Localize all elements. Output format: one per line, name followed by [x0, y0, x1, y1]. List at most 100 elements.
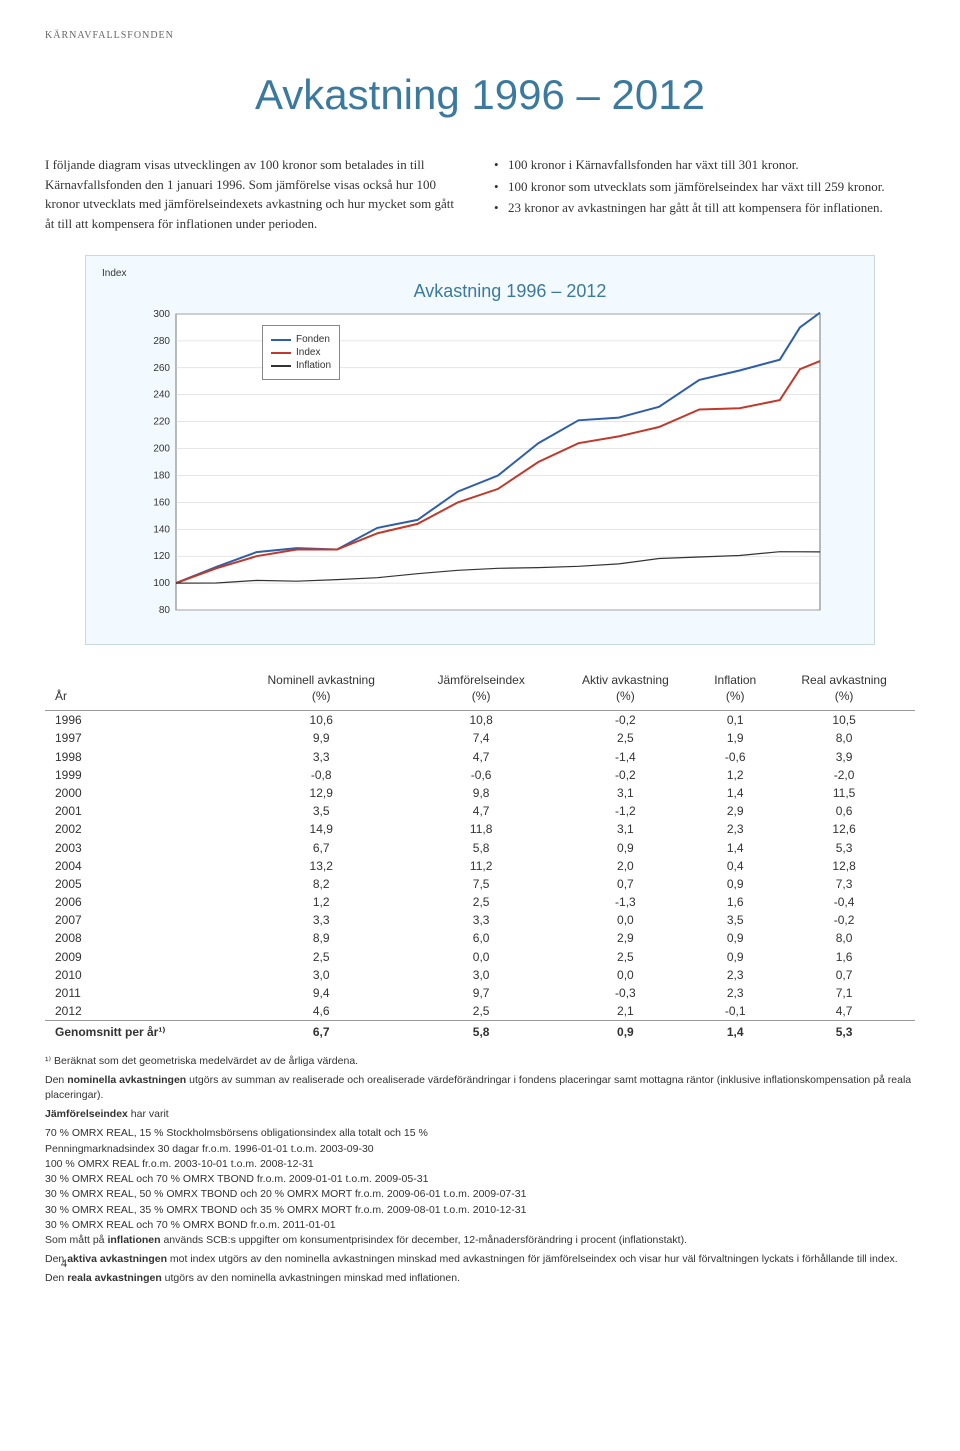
- table-cell: 1997: [45, 729, 234, 747]
- table-cell: 1998: [45, 748, 234, 766]
- table-cell: 2,5: [234, 948, 409, 966]
- table-cell: -2,0: [773, 766, 915, 784]
- table-cell: 2004: [45, 857, 234, 875]
- table-cell: 0,6: [773, 802, 915, 820]
- table-cell: 14,9: [234, 820, 409, 838]
- table-header: Aktiv avkastning(%): [554, 667, 698, 711]
- table-cell: 1999: [45, 766, 234, 784]
- table-cell: 12,9: [234, 784, 409, 802]
- intro-paragraph: I följande diagram visas utvecklingen av…: [45, 155, 466, 233]
- table-cell: 3,5: [697, 911, 773, 929]
- table-cell: 2,3: [697, 966, 773, 984]
- table-cell: 13,2: [234, 857, 409, 875]
- table-cell: 2012: [45, 1002, 234, 1021]
- table-cell: 2,5: [409, 893, 554, 911]
- line-chart: Index Avkastning 1996 – 2012 80100120140…: [85, 255, 875, 645]
- table-cell: 3,3: [409, 911, 554, 929]
- table-cell: -0,2: [773, 911, 915, 929]
- table-cell: 8,0: [773, 929, 915, 947]
- table-cell: 2011: [45, 984, 234, 1002]
- table-cell: 3,0: [409, 966, 554, 984]
- legend-item: Fonden: [271, 334, 331, 345]
- legend-label: Fonden: [296, 334, 330, 345]
- table-cell: 2008: [45, 929, 234, 947]
- footnote-index-line: 30 % OMRX REAL, 50 % OMRX TBOND och 20 %…: [45, 1187, 915, 1202]
- legend-swatch: [271, 352, 291, 354]
- table-cell: 2000: [45, 784, 234, 802]
- table-row: 199610,610,8-0,20,110,5: [45, 711, 915, 730]
- table-cell: 0,9: [697, 875, 773, 893]
- intro-bullet: 23 kronor av avkastningen har gått åt ti…: [494, 198, 915, 218]
- table-cell: 2,9: [554, 929, 698, 947]
- table-cell: 8,9: [234, 929, 409, 947]
- table-row: 1999-0,8-0,6-0,21,2-2,0: [45, 766, 915, 784]
- table-row: 20061,22,5-1,31,6-0,4: [45, 893, 915, 911]
- table-cell: 0,9: [697, 929, 773, 947]
- table-row: 19983,34,7-1,4-0,63,9: [45, 748, 915, 766]
- footnote-active: Den aktiva avkastningen mot index utgörs…: [45, 1252, 915, 1267]
- table-cell: 1,9: [697, 729, 773, 747]
- table-cell: 4,6: [234, 1002, 409, 1021]
- table-cell: 7,3: [773, 875, 915, 893]
- table-cell: 9,8: [409, 784, 554, 802]
- table-cell: 0,0: [409, 948, 554, 966]
- svg-text:280: 280: [153, 336, 170, 347]
- table-cell: 2,5: [554, 729, 698, 747]
- svg-text:80: 80: [159, 605, 171, 616]
- svg-text:120: 120: [153, 551, 170, 562]
- footnote-real: Den reala avkastningen utgörs av den nom…: [45, 1271, 915, 1286]
- table-cell: 2,5: [554, 948, 698, 966]
- footnote-index-head: Jämförelseindex har varit: [45, 1107, 915, 1122]
- footnote-index-line: 30 % OMRX REAL och 70 % OMRX BOND fr.o.m…: [45, 1218, 915, 1233]
- table-cell: 1,4: [697, 1021, 773, 1042]
- legend-swatch: [271, 365, 291, 367]
- table-cell: 5,8: [409, 1021, 554, 1042]
- chart-legend: Fonden Index Inflation: [262, 325, 340, 380]
- table-cell: 2,5: [409, 1002, 554, 1021]
- svg-text:200: 200: [153, 444, 170, 455]
- footnote-index-line: 30 % OMRX REAL och 70 % OMRX TBOND fr.o.…: [45, 1172, 915, 1187]
- svg-text:180: 180: [153, 470, 170, 481]
- table-cell: 7,5: [409, 875, 554, 893]
- table-row: 200413,211,22,00,412,8: [45, 857, 915, 875]
- table-cell: 0,4: [697, 857, 773, 875]
- table-row: 20124,62,52,1-0,14,7: [45, 1002, 915, 1021]
- table-cell: 0,9: [554, 839, 698, 857]
- table-cell: 3,0: [234, 966, 409, 984]
- table-cell: 11,2: [409, 857, 554, 875]
- legend-swatch: [271, 339, 291, 341]
- table-cell: 1,4: [697, 784, 773, 802]
- table-cell: 3,3: [234, 911, 409, 929]
- footnote-index-line: 30 % OMRX REAL, 35 % OMRX TBOND och 35 %…: [45, 1203, 915, 1218]
- footnote-nominal: Den nominella avkastningen utgörs av sum…: [45, 1073, 915, 1103]
- legend-label: Inflation: [296, 360, 331, 371]
- table-cell: -0,1: [697, 1002, 773, 1021]
- table-cell: 2009: [45, 948, 234, 966]
- table-cell: 2001: [45, 802, 234, 820]
- table-cell: 1,6: [773, 948, 915, 966]
- table-row: 20103,03,00,02,30,7: [45, 966, 915, 984]
- table-cell: 2,0: [554, 857, 698, 875]
- table-cell: 0,7: [554, 875, 698, 893]
- returns-table: ÅrNominell avkastning(%)Jämförelseindex(…: [45, 667, 915, 1042]
- table-cell: 2,3: [697, 984, 773, 1002]
- intro-columns: I följande diagram visas utvecklingen av…: [45, 155, 915, 233]
- table-cell: 12,6: [773, 820, 915, 838]
- intro-bullet: 100 kronor i Kärnavfallsfonden har växt …: [494, 155, 915, 175]
- footnote-1: ¹⁾ Beräknat som det geometriska medelvär…: [45, 1054, 915, 1069]
- table-cell: -0,2: [554, 711, 698, 730]
- table-row: 20088,96,02,90,98,0: [45, 929, 915, 947]
- table-cell: 0,0: [554, 966, 698, 984]
- table-cell: 9,4: [234, 984, 409, 1002]
- table-cell: 5,3: [773, 1021, 915, 1042]
- table-cell: 1,6: [697, 893, 773, 911]
- table-footer-row: Genomsnitt per år¹⁾6,75,80,91,45,3: [45, 1021, 915, 1042]
- legend-label: Index: [296, 347, 320, 358]
- table-cell: 1,2: [234, 893, 409, 911]
- table-cell: 1,2: [697, 766, 773, 784]
- table-cell: 0,0: [554, 911, 698, 929]
- table-cell: 9,9: [234, 729, 409, 747]
- table-cell: -0,6: [409, 766, 554, 784]
- table-cell: 2010: [45, 966, 234, 984]
- table-cell: 10,8: [409, 711, 554, 730]
